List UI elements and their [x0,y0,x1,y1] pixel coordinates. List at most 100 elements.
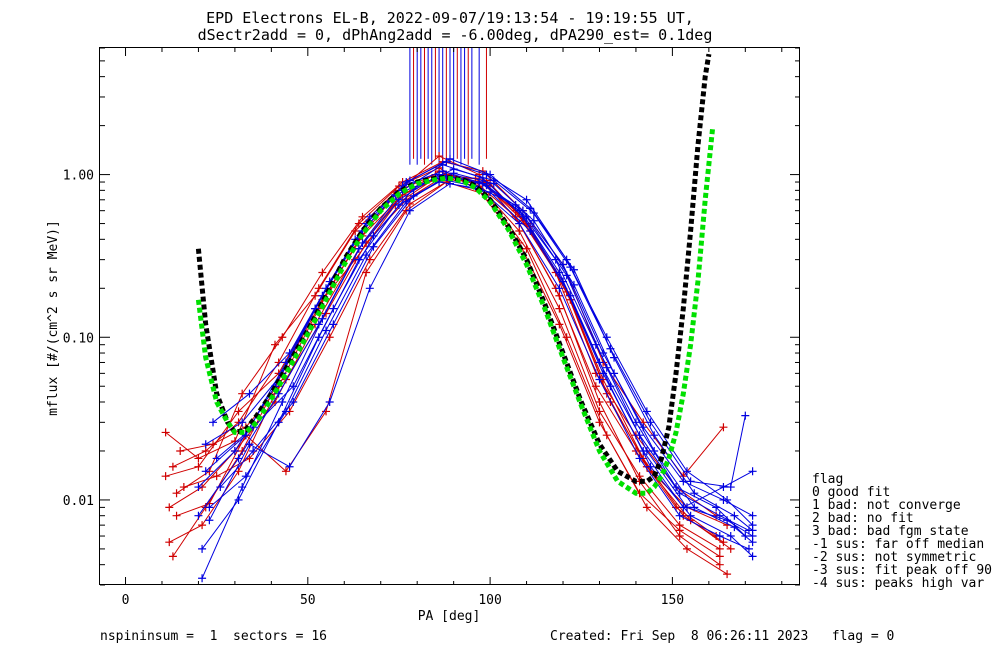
series-point [238,446,247,455]
legend-title: flag [812,472,843,487]
series-point [194,454,203,463]
series-point [610,369,619,378]
legend: flag 0 good fit 1 bad: not converge 2 ba… [812,472,992,591]
series-point [748,538,757,547]
series-point [562,333,571,342]
footer-left: nspininsum = 1 sectors = 16 [100,629,327,644]
series-point [555,284,564,293]
series-point [438,167,447,176]
plot-clip-group [161,48,757,583]
series-point [198,544,207,553]
series-point [489,179,498,188]
series-point [289,397,298,406]
series-point [602,333,611,342]
series-point [529,216,538,225]
series-point [274,358,283,367]
series-point [642,446,651,455]
axis-ticks: 0 50 100 150 0.01 0.10 1.00 [63,47,800,608]
series-point [176,446,185,455]
series-line-14 [205,170,753,517]
series-point [726,532,735,541]
series-point [715,552,724,561]
series-point [719,483,728,492]
series-line-3 [169,155,721,566]
series-point [715,532,724,541]
series-point [172,489,181,498]
series-point [241,472,250,481]
x-tick-label: 50 [300,593,316,608]
series-point [675,511,684,520]
series-point [719,423,728,432]
series-point [744,544,753,553]
x-tick-label: 0 [122,593,130,608]
series-point [325,397,334,406]
series-point [650,431,659,440]
series-line-7 [176,181,728,575]
series-point [486,188,495,197]
series-point [602,363,611,372]
series-point [529,209,538,218]
series-point [168,552,177,561]
series-point [715,544,724,553]
series-point [723,516,732,525]
series-line-11 [197,174,750,531]
series-point [741,411,750,420]
series-point [748,526,757,535]
series-point [354,219,363,228]
series-point [723,570,732,579]
series-point [610,353,619,362]
series-point [646,462,655,471]
series-point [198,574,207,583]
series-point [675,526,684,535]
series-line-8 [180,174,728,526]
series-point [748,467,757,476]
series-point [569,265,578,274]
series-line-1 [165,177,717,517]
series-point [230,437,239,446]
series-point [165,503,174,512]
series-point [730,511,739,520]
series-point [234,495,243,504]
series-point [329,304,338,313]
series-point [522,244,531,253]
series-point [526,227,535,236]
fit-curve-black [195,53,712,484]
fit-curve-green [195,128,715,496]
legend-item: -3 sus: fit peak off 90 [812,563,992,578]
series-point [230,446,239,455]
series-point [690,503,699,512]
series-point [205,516,214,525]
series-point [566,291,575,300]
series-point [234,407,243,416]
series-point [238,418,247,427]
series-point [216,483,225,492]
series-point [314,284,323,293]
series-point [238,483,247,492]
series-point [179,483,188,492]
series-point [726,483,735,492]
legend-item: 3 bad: bad fgm state [812,524,969,539]
series-point [635,454,644,463]
series-point [365,284,374,293]
series-point [194,483,203,492]
legend-item: -2 sus: not symmetric [812,550,976,565]
series-point [198,521,207,530]
y-tick-label: 0.10 [63,331,94,346]
legend-item: -4 sus: peaks high var [812,576,984,591]
y-tick-label: 1.00 [63,169,94,184]
series-point [715,560,724,569]
series-point [369,231,378,240]
plot-frame [99,47,800,585]
series-line-4 [172,167,721,557]
series-point [435,152,444,161]
series-point [212,454,221,463]
series-point [205,503,214,512]
y-tick-label: 0.01 [63,494,94,509]
series-point [285,462,294,471]
series-point [446,154,454,163]
legend-item: 0 good fit [812,485,890,500]
series-point [165,538,174,547]
chart-title-line2: dSectr2add = 0, dPhAng2add = -6.00deg, d… [198,26,713,44]
series-point [245,440,254,449]
series-point [238,389,247,398]
